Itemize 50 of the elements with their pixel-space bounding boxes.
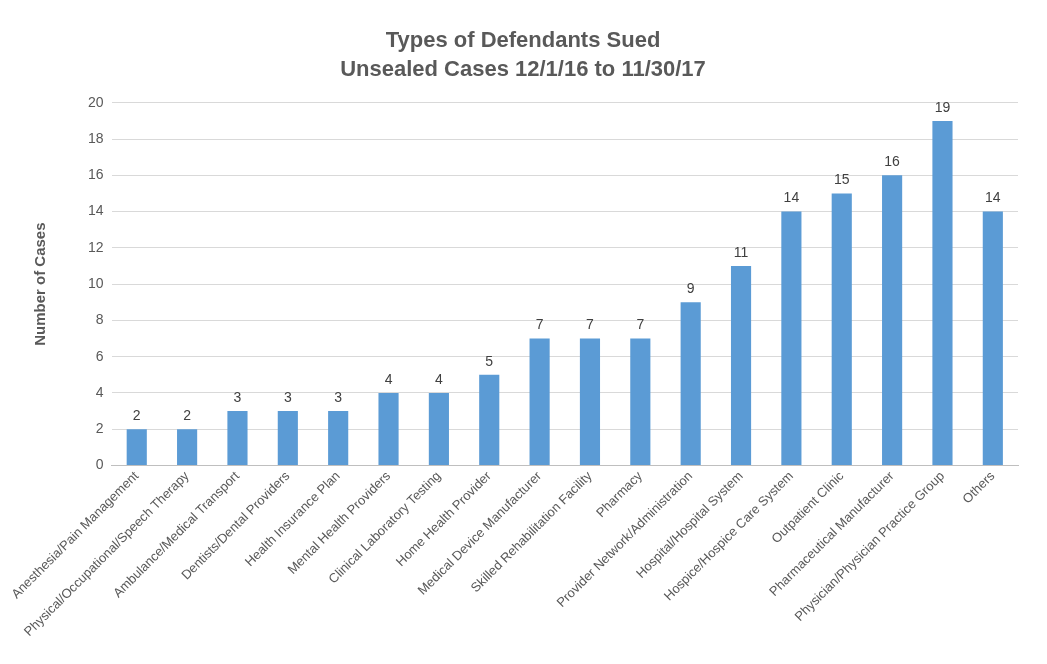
data-label: 16 xyxy=(884,153,901,170)
bar xyxy=(428,392,449,466)
bar xyxy=(781,211,802,466)
y-tick-label: 20 xyxy=(87,93,104,110)
bar xyxy=(630,338,651,466)
data-label: 3 xyxy=(233,388,242,405)
y-tick-label: 8 xyxy=(95,311,104,328)
bar xyxy=(882,175,903,466)
y-tick-label: 12 xyxy=(87,238,104,255)
y-tick-label: 4 xyxy=(95,383,104,400)
bar xyxy=(479,374,500,466)
data-label: 2 xyxy=(132,407,141,424)
bar xyxy=(932,120,953,466)
y-tick-label: 0 xyxy=(95,456,104,473)
bar xyxy=(730,266,752,466)
chart-title: Types of Defendants Sued xyxy=(385,27,661,53)
y-tick-label: 6 xyxy=(95,347,104,364)
y-tick-label: 10 xyxy=(87,275,104,292)
data-label: 15 xyxy=(833,171,850,188)
bar xyxy=(378,392,399,466)
data-label: 4 xyxy=(384,370,393,387)
bar xyxy=(529,338,550,466)
data-label: 4 xyxy=(434,370,443,387)
data-label: 3 xyxy=(334,388,343,405)
bar xyxy=(177,429,198,466)
bar xyxy=(680,302,701,466)
data-label: 11 xyxy=(733,243,749,260)
bar xyxy=(831,193,852,466)
bar xyxy=(328,411,349,466)
chart-subtitle: Unsealed Cases 12/1/16 to 11/30/17 xyxy=(340,55,706,81)
data-label: 14 xyxy=(783,189,800,206)
bar xyxy=(982,211,1003,466)
y-axis-title: Number of Cases xyxy=(31,222,49,346)
bar xyxy=(126,429,147,466)
data-label: 7 xyxy=(586,316,595,333)
bar xyxy=(579,338,601,466)
y-tick-label: 2 xyxy=(95,420,104,437)
data-label: 5 xyxy=(485,352,494,369)
y-tick-label: 18 xyxy=(87,129,104,146)
data-label: 7 xyxy=(535,316,544,333)
data-label: 9 xyxy=(686,280,695,297)
bar xyxy=(277,411,298,466)
y-tick-label: 16 xyxy=(87,166,104,183)
data-label: 3 xyxy=(283,388,292,405)
data-label: 14 xyxy=(985,189,1001,206)
data-label: 7 xyxy=(636,316,645,333)
bar xyxy=(227,411,248,466)
y-tick-label: 14 xyxy=(87,202,104,219)
data-label: 2 xyxy=(183,407,192,424)
data-label: 19 xyxy=(934,98,951,115)
